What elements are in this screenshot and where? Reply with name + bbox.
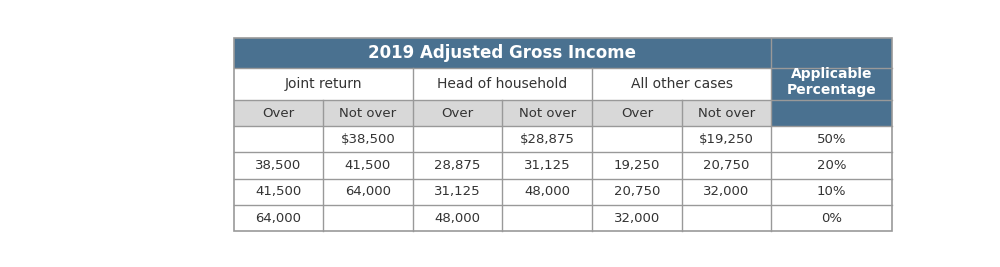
Bar (682, 100, 771, 126)
Text: $38,500: $38,500 (341, 133, 395, 146)
Text: Not over: Not over (698, 107, 755, 120)
Text: Applicable
Percentage: Applicable Percentage (787, 67, 877, 97)
Bar (413, 100, 502, 126)
Bar (323, 205, 413, 231)
Bar (413, 152, 502, 179)
Bar (592, 68, 771, 100)
Bar (323, 152, 413, 179)
Text: $28,875: $28,875 (520, 133, 575, 146)
Text: Over: Over (621, 107, 653, 120)
Bar (234, 38, 771, 68)
Text: 2019 Adjusted Gross Income: 2019 Adjusted Gross Income (368, 44, 636, 62)
Bar (413, 205, 502, 231)
Bar (234, 38, 892, 231)
Text: 32,000: 32,000 (614, 212, 660, 225)
Bar (502, 205, 592, 231)
Text: All other cases: All other cases (631, 77, 733, 91)
Text: 38,500: 38,500 (255, 159, 301, 172)
Bar (413, 179, 502, 205)
Text: 50%: 50% (817, 133, 847, 146)
Bar (502, 179, 592, 205)
Text: 64,000: 64,000 (255, 212, 301, 225)
Bar (592, 126, 682, 152)
Text: 32,000: 32,000 (703, 186, 750, 198)
Bar (592, 179, 682, 205)
Bar (771, 179, 892, 205)
Text: Not over: Not over (519, 107, 576, 120)
Text: 64,000: 64,000 (345, 186, 391, 198)
Bar (592, 100, 682, 126)
Text: 41,500: 41,500 (255, 186, 301, 198)
Bar (234, 205, 323, 231)
Bar (413, 68, 592, 100)
Bar (323, 126, 413, 152)
Bar (323, 179, 413, 205)
Bar (682, 152, 771, 179)
Text: 20,750: 20,750 (614, 186, 660, 198)
Bar (771, 205, 892, 231)
Text: 31,125: 31,125 (434, 186, 481, 198)
Bar (592, 152, 682, 179)
Text: Over: Over (442, 107, 474, 120)
Text: 10%: 10% (817, 186, 847, 198)
Bar (413, 126, 502, 152)
Bar (502, 152, 592, 179)
Text: 28,875: 28,875 (434, 159, 481, 172)
Bar (323, 100, 413, 126)
Bar (234, 68, 413, 100)
Text: 48,000: 48,000 (524, 186, 570, 198)
Text: Joint return: Joint return (284, 77, 362, 91)
Bar (592, 205, 682, 231)
Bar (682, 126, 771, 152)
Bar (502, 100, 592, 126)
Text: Not over: Not over (339, 107, 397, 120)
Bar (682, 179, 771, 205)
Bar (771, 126, 892, 152)
Bar (234, 152, 323, 179)
Text: 20%: 20% (817, 159, 847, 172)
Bar (234, 179, 323, 205)
Bar (502, 126, 592, 152)
Text: Over: Over (262, 107, 294, 120)
Bar (771, 152, 892, 179)
Text: 20,750: 20,750 (703, 159, 750, 172)
Text: 31,125: 31,125 (524, 159, 571, 172)
Text: 19,250: 19,250 (614, 159, 660, 172)
Text: 0%: 0% (821, 212, 842, 225)
Text: 41,500: 41,500 (345, 159, 391, 172)
Bar (682, 205, 771, 231)
Bar (771, 38, 892, 126)
Text: $19,250: $19,250 (699, 133, 754, 146)
Text: 48,000: 48,000 (435, 212, 481, 225)
Bar (234, 126, 323, 152)
Text: Head of household: Head of household (437, 77, 568, 91)
Bar (234, 100, 323, 126)
